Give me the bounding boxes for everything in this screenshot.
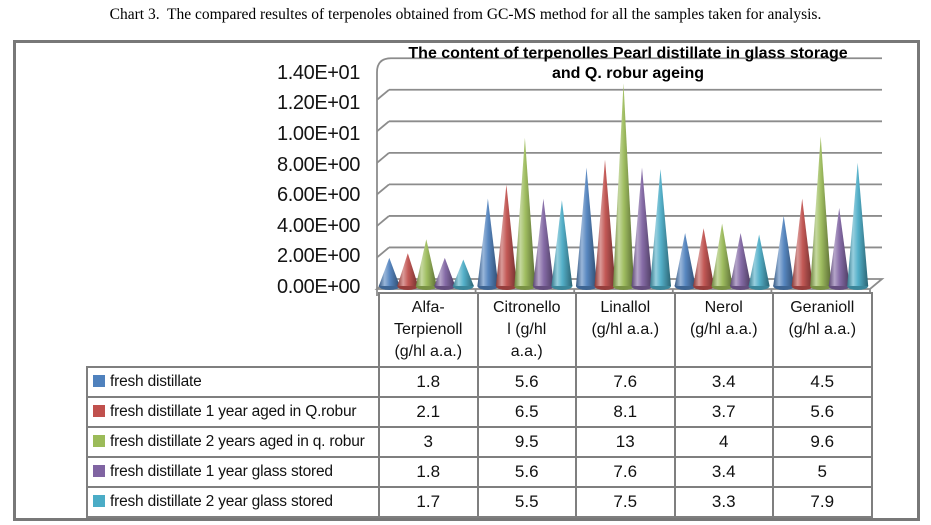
cone	[791, 198, 813, 286]
y-axis-label: 1.00E+01	[277, 123, 360, 145]
value-cell: 5.5	[476, 486, 577, 518]
y-axis-label: 2.00E+00	[277, 245, 360, 268]
table-corner-spacer	[87, 293, 379, 367]
legend-swatch	[93, 495, 105, 507]
value-cell: 7.9	[772, 486, 873, 518]
cone	[613, 83, 634, 286]
y-axis-label: 8.00E+00	[277, 153, 360, 176]
y-axis-tick	[376, 246, 390, 259]
category-header-cell: Nerol (g/hl a.a.)	[673, 292, 774, 368]
value-cell: 5	[772, 456, 873, 488]
value-cell: 7.6	[575, 456, 676, 488]
y-axis-tick	[376, 183, 390, 196]
legend-cell: fresh distillate 2 year glass stored	[86, 486, 380, 518]
cone	[828, 208, 850, 286]
value-cell: 2.1	[378, 396, 479, 428]
cone	[576, 167, 597, 286]
value-cell: 3.4	[673, 366, 774, 398]
y-axis-tick	[376, 120, 390, 132]
chart-frame: The content of terpenolles Pearl distill…	[13, 40, 920, 521]
legend-cell: fresh distillate 1 year glass stored	[86, 456, 380, 488]
cone	[415, 239, 437, 286]
cone	[532, 198, 554, 286]
table-row: fresh distillate 2 years aged in q. robu…	[86, 426, 873, 458]
category-header-cell: Linallol (g/hl a.a.)	[575, 292, 676, 368]
cone	[514, 137, 536, 286]
value-cell: 8.1	[575, 396, 676, 428]
cone	[495, 184, 517, 286]
y-axis-label: 4.00E+00	[277, 214, 360, 237]
legend-cell: fresh distillate 1 year aged in Q.robur	[86, 396, 380, 428]
value-cell: 5.6	[476, 456, 577, 488]
legend-swatch	[93, 465, 105, 477]
category-header-cell: Alfa- Terpienoll (g/hl a.a.)	[378, 292, 479, 368]
plot-wall-edge	[376, 57, 882, 289]
cone	[748, 234, 770, 286]
value-cell: 3	[378, 426, 479, 458]
table-header-row: Alfa- Terpienoll (g/hl a.a.) Citronello l…	[87, 292, 873, 368]
legend-swatch	[93, 435, 105, 447]
category-header-cell: Citronello l (g/hl a.a.)	[476, 292, 577, 368]
y-axis-label: 6.00E+00	[277, 184, 360, 207]
y-axis-label: 1.20E+01	[277, 92, 360, 115]
cone	[551, 200, 573, 286]
cone	[693, 228, 715, 286]
cone	[847, 162, 869, 286]
value-cell: 9.5	[476, 426, 577, 458]
value-cell: 1.7	[378, 486, 479, 518]
value-cell: 7.5	[575, 486, 676, 518]
cone	[631, 167, 653, 286]
value-cell: 3.4	[673, 456, 774, 488]
value-cell: 4.5	[772, 366, 873, 398]
legend-swatch	[93, 375, 105, 387]
y-axis-label: 0.00E+00	[277, 276, 360, 298]
cone	[397, 253, 419, 286]
cone	[674, 232, 696, 286]
legend-label: fresh distillate 1 year aged in Q.robur	[110, 403, 357, 420]
chart-caption: Chart 3. The compared resultes of terpen…	[109, 6, 822, 23]
value-cell: 5.6	[772, 396, 873, 428]
y-axis-tick	[376, 215, 390, 227]
value-cell: 9.6	[772, 426, 873, 458]
value-cell: 3.3	[673, 486, 774, 518]
table-row: fresh distillate 1 year aged in Q.robur 2…	[86, 396, 873, 428]
value-cell: 5.6	[476, 366, 577, 398]
table-row: fresh distillate 1 year glass stored 1.8 5…	[86, 456, 873, 488]
y-axis-label: 1.40E+01	[277, 61, 360, 84]
value-cell: 3.7	[673, 396, 774, 428]
cone	[773, 215, 795, 286]
table-row: fresh distillate 2 year glass stored 1.7 5…	[86, 486, 873, 518]
cone	[711, 223, 733, 286]
value-cell: 7.6	[575, 366, 676, 398]
value-cell: 1.8	[378, 456, 479, 488]
cone	[434, 257, 456, 286]
cone	[594, 159, 616, 286]
value-cell: 13	[575, 426, 676, 458]
y-axis-tick	[376, 152, 390, 164]
legend-label: fresh distillate 1 year glass stored	[110, 463, 333, 480]
legend-swatch	[93, 405, 105, 417]
legend-label: fresh distillate	[110, 373, 202, 390]
cone	[730, 232, 752, 286]
legend-label: fresh distillate 2 year glass stored	[110, 493, 333, 510]
cone	[810, 136, 832, 286]
legend-cell: fresh distillate 2 years aged in q. robu…	[86, 426, 380, 458]
y-axis-tick	[376, 89, 390, 101]
category-header-cell: Geranioll (g/hl a.a.)	[772, 292, 873, 368]
chart-title: The content of terpenolles Pearl distill…	[408, 45, 848, 82]
cone-plot-canvas	[374, 57, 885, 296]
value-cell: 1.8	[378, 366, 479, 398]
value-cell: 4	[673, 426, 774, 458]
cone	[378, 257, 400, 286]
value-cell: 6.5	[476, 396, 577, 428]
legend-label: fresh distillate 2 years aged in q. robu…	[110, 433, 365, 450]
cone	[452, 259, 474, 286]
cone	[477, 198, 499, 286]
legend-cell: fresh distillate	[86, 366, 380, 398]
data-table: Alfa- Terpienoll (g/hl a.a.) Citronello l…	[86, 292, 873, 518]
table-row: fresh distillate 1.8 5.6 7.6 3.4 4.5	[86, 366, 873, 398]
cone	[650, 169, 671, 286]
y-axis: 0.00E+00 2.00E+00 4.00E+00 6.00E+00 8.00E+00…	[16, 43, 376, 323]
